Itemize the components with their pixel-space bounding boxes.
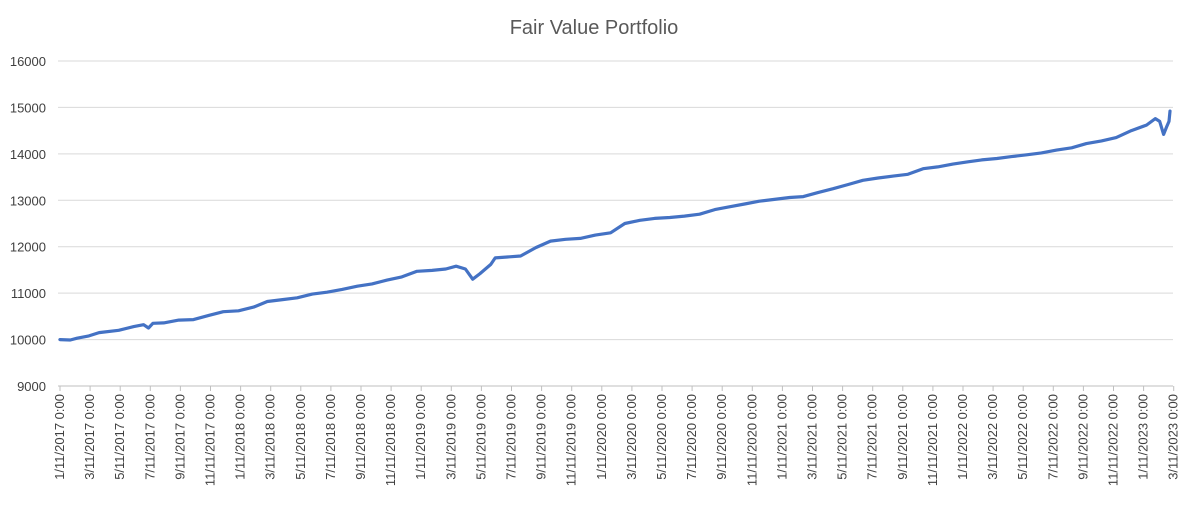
x-tick-label: 7/11/2022 0:00	[1045, 394, 1060, 480]
x-tick-label: 5/11/2021 0:00	[835, 394, 850, 480]
x-tick-label: 9/11/2022 0:00	[1075, 394, 1090, 480]
x-tick-label: 11/11/2018 0:00	[383, 394, 398, 486]
y-tick-label: 14000	[10, 147, 46, 162]
x-tick-label: 1/11/2021 0:00	[774, 394, 789, 480]
x-tick-label: 1/11/2022 0:00	[955, 394, 970, 480]
x-tick-label: 3/11/2020 0:00	[624, 394, 639, 480]
x-tick-label: 1/11/2017 0:00	[52, 394, 67, 480]
y-tick-label: 15000	[10, 100, 46, 115]
x-tick-label: 5/11/2017 0:00	[112, 394, 127, 480]
y-tick-label: 16000	[10, 54, 46, 69]
x-tick-label: 3/11/2023 0:00	[1166, 394, 1181, 480]
x-tick-label: 3/11/2017 0:00	[82, 394, 97, 480]
x-tick-label: 9/11/2018 0:00	[353, 394, 368, 480]
x-tick-label: 7/11/2019 0:00	[504, 394, 519, 480]
x-tick-label: 3/11/2022 0:00	[985, 394, 1000, 480]
x-tick-label: 7/11/2021 0:00	[865, 394, 880, 480]
series-line	[58, 109, 1172, 342]
y-tick-label: 11000	[11, 286, 46, 301]
y-tick-label: 12000	[10, 240, 46, 255]
y-tick-label: 10000	[10, 333, 46, 348]
x-tick-label: 7/11/2018 0:00	[323, 394, 338, 480]
y-axis-tick-labels: 9000 10000 11000 12000 13000 14000 15000 16000	[10, 54, 46, 394]
x-tick-label: 5/11/2022 0:00	[1015, 394, 1030, 480]
x-axis: 1/11/2017 0:00 3/11/2017 0:00 5/11/2017 0:…	[52, 385, 1181, 486]
y-tick-label: 13000	[10, 193, 46, 208]
x-tick-label: 1/11/2020 0:00	[594, 394, 609, 480]
x-tick-label: 3/11/2021 0:00	[805, 394, 820, 480]
x-tick-label: 1/11/2023 0:00	[1136, 394, 1151, 480]
x-tick-label: 5/11/2018 0:00	[293, 394, 308, 480]
x-tick-label: 9/11/2017 0:00	[172, 394, 187, 480]
series-layer	[58, 109, 1172, 342]
x-tick-label: 7/11/2020 0:00	[684, 394, 699, 480]
x-tick-label: 9/11/2021 0:00	[895, 394, 910, 480]
x-tick-label: 5/11/2020 0:00	[654, 394, 669, 480]
x-tick-label: 11/11/2019 0:00	[564, 394, 579, 486]
x-tick-label: 9/11/2019 0:00	[534, 394, 549, 480]
x-tick-label: 11/11/2017 0:00	[203, 394, 218, 486]
x-tick-label: 11/11/2021 0:00	[925, 394, 940, 486]
gridlines	[58, 60, 1173, 341]
x-tick-label: 11/11/2020 0:00	[744, 394, 759, 486]
x-tick-label: 9/11/2020 0:00	[714, 394, 729, 480]
x-tick-label: 1/11/2019 0:00	[413, 394, 428, 480]
x-tick-label: 1/11/2018 0:00	[233, 394, 248, 480]
x-tick-label: 7/11/2017 0:00	[142, 394, 157, 480]
x-tick-label: 3/11/2019 0:00	[443, 394, 458, 480]
x-tick-label: 5/11/2019 0:00	[473, 394, 488, 480]
x-tick-label: 11/11/2022 0:00	[1106, 394, 1121, 486]
chart-title: Fair Value Portfolio	[510, 17, 679, 39]
x-tick-label: 3/11/2018 0:00	[263, 394, 278, 480]
y-tick-label: 9000	[17, 379, 46, 394]
